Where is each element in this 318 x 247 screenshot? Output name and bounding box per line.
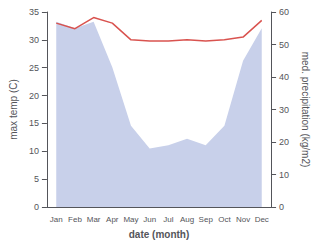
svg-text:5: 5 (34, 174, 39, 184)
svg-text:May: May (123, 215, 138, 224)
svg-text:10: 10 (279, 170, 289, 180)
svg-text:25: 25 (29, 63, 39, 73)
svg-text:30: 30 (279, 105, 289, 115)
svg-text:Jun: Jun (143, 215, 156, 224)
svg-text:Jan: Jan (50, 215, 63, 224)
svg-text:Nov: Nov (236, 215, 250, 224)
svg-text:20: 20 (29, 91, 39, 101)
svg-text:Aug: Aug (180, 215, 194, 224)
svg-text:Feb: Feb (68, 215, 82, 224)
svg-text:50: 50 (279, 40, 289, 50)
svg-text:60: 60 (279, 7, 289, 17)
svg-text:35: 35 (29, 7, 39, 17)
svg-text:30: 30 (29, 35, 39, 45)
svg-text:10: 10 (29, 146, 39, 156)
svg-text:15: 15 (29, 118, 39, 128)
svg-text:0: 0 (279, 202, 284, 212)
svg-text:Jul: Jul (163, 215, 173, 224)
svg-text:40: 40 (279, 72, 289, 82)
svg-text:Oct: Oct (218, 215, 231, 224)
svg-text:Dec: Dec (255, 215, 269, 224)
svg-text:Sep: Sep (199, 215, 214, 224)
svg-text:date (month): date (month) (129, 229, 190, 240)
svg-text:Apr: Apr (106, 215, 119, 224)
svg-text:20: 20 (279, 137, 289, 147)
svg-text:0: 0 (34, 202, 39, 212)
svg-text:max temp (C): max temp (C) (8, 79, 19, 140)
svg-text:Mar: Mar (87, 215, 101, 224)
svg-text:med. precipitation (kg/m2): med. precipitation (kg/m2) (300, 52, 311, 168)
